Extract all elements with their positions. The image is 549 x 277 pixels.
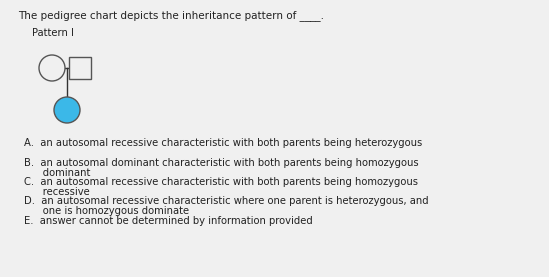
Text: E.  answer cannot be determined by information provided: E. answer cannot be determined by inform… [24,216,313,226]
Text: dominant: dominant [24,168,91,178]
Text: A.  an autosomal recessive characteristic with both parents being heterozygous: A. an autosomal recessive characteristic… [24,138,422,148]
Text: The pedigree chart depicts the inheritance pattern of ____.: The pedigree chart depicts the inheritan… [18,10,324,21]
Text: Pattern I: Pattern I [32,28,74,38]
Circle shape [39,55,65,81]
Bar [69,57,91,79]
Text: D.  an autosomal recessive characteristic where one parent is heterozygous, and: D. an autosomal recessive characteristic… [24,196,429,206]
Text: one is homozygous dominate: one is homozygous dominate [24,206,189,217]
Text: B.  an autosomal dominant characteristic with both parents being homozygous: B. an autosomal dominant characteristic … [24,158,419,168]
Text: recessive: recessive [24,187,89,197]
Circle shape [54,97,80,123]
Text: C.  an autosomal recessive characteristic with both parents being homozygous: C. an autosomal recessive characteristic… [24,177,418,187]
